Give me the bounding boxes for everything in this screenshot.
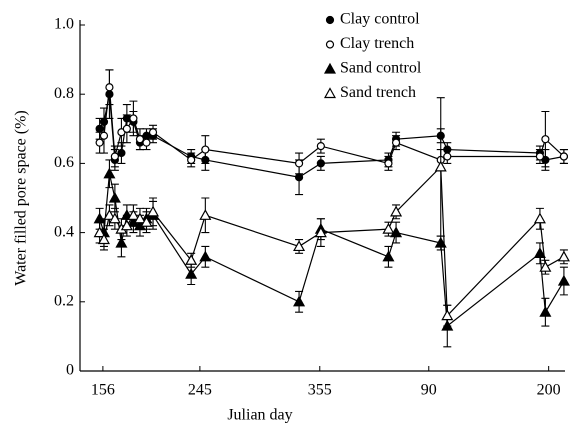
data-point: [148, 128, 158, 137]
series-line: [99, 87, 565, 165]
data-point: [294, 173, 304, 182]
data-point: [185, 267, 198, 279]
y-tick-label: 0.6: [54, 154, 74, 171]
data-point: [133, 212, 146, 224]
data-point: [127, 209, 140, 220]
data-point: [95, 138, 104, 147]
data-point: [557, 274, 570, 286]
data-point: [533, 212, 546, 224]
data-point: [391, 138, 401, 147]
data-point: [316, 159, 325, 168]
data-point: [185, 254, 198, 265]
data-point: [535, 152, 545, 161]
data-point: [122, 124, 131, 133]
legend-marker: [325, 40, 335, 49]
data-point: [201, 145, 210, 154]
data-point: [120, 219, 133, 231]
series-line: [99, 94, 565, 178]
data-point: [293, 295, 306, 307]
data-point: [147, 205, 160, 217]
data-point: [117, 148, 126, 158]
data-point: [382, 222, 395, 234]
data-point: [539, 305, 552, 317]
legend-label: Sand trench: [340, 84, 416, 101]
data-point: [390, 226, 403, 238]
data-point: [103, 167, 116, 179]
data-point: [187, 155, 196, 165]
data-point: [105, 83, 114, 92]
y-tick-label: 0.4: [54, 223, 74, 240]
data-point: [559, 152, 569, 161]
data-point: [115, 236, 128, 248]
x-axis-label: Julian day: [227, 407, 292, 424]
x-tick-label: 156: [91, 382, 115, 399]
data-point: [443, 152, 452, 161]
y-axis-label: Water filled pore space (%): [13, 110, 30, 286]
data-point: [434, 160, 447, 172]
data-point: [135, 135, 145, 144]
data-point: [95, 124, 104, 133]
data-point: [382, 250, 395, 262]
data-point: [129, 114, 138, 123]
data-point: [390, 205, 403, 217]
series-line: [99, 173, 565, 328]
data-point: [108, 191, 121, 203]
data-point: [384, 159, 393, 168]
x-tick-label: 90: [421, 382, 437, 399]
legend-marker: [325, 15, 335, 25]
legend-label: Sand control: [340, 60, 422, 77]
data-point: [293, 240, 306, 252]
data-point: [294, 159, 304, 168]
legend-marker: [323, 62, 337, 74]
data-point: [533, 247, 546, 258]
data-point: [199, 209, 212, 220]
legend-marker: [323, 87, 337, 99]
legend-label: Clay trench: [340, 35, 414, 52]
data-point: [110, 152, 119, 161]
data-point: [142, 138, 151, 147]
data-point: [441, 309, 454, 321]
x-tick-label: 200: [537, 382, 561, 399]
y-tick-label: 0.2: [54, 292, 74, 309]
y-tick-label: 1.0: [54, 16, 74, 33]
x-tick-label: 245: [188, 382, 212, 399]
data-point: [434, 236, 447, 248]
data-point: [99, 131, 109, 140]
y-tick-label: 0: [66, 362, 74, 379]
data-point: [541, 135, 550, 144]
y-tick-label: 0.8: [54, 85, 74, 102]
data-point: [140, 215, 153, 227]
data-point: [93, 226, 106, 238]
data-point: [539, 260, 552, 272]
data-point: [316, 142, 325, 151]
data-point: [199, 250, 212, 262]
data-point: [108, 212, 121, 224]
data-point: [314, 226, 327, 238]
data-point: [103, 209, 116, 220]
legend-label: Clay control: [340, 11, 420, 28]
data-point: [557, 250, 570, 262]
data-point: [97, 233, 110, 245]
x-tick-label: 355: [308, 382, 332, 399]
